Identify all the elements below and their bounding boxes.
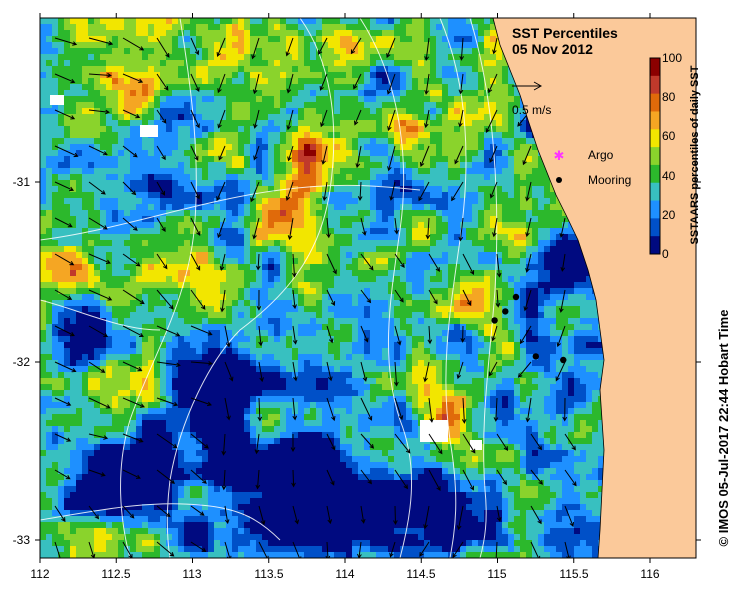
y-tick-label: -31 bbox=[13, 175, 31, 189]
vector-scale: 0.5 m/s bbox=[512, 81, 551, 117]
colorbar-tick-label: 20 bbox=[662, 208, 676, 222]
x-tick-label: 112 bbox=[30, 567, 49, 581]
mooring-point bbox=[532, 353, 540, 360]
colorbar-segment bbox=[650, 147, 660, 166]
mooring-point bbox=[512, 293, 520, 301]
x-tick-label: 114 bbox=[335, 567, 354, 581]
colorbar-segment bbox=[650, 111, 660, 130]
x-tick-label: 114.5 bbox=[406, 567, 435, 581]
bathymetry-contours bbox=[40, 18, 498, 558]
colorbar-segment bbox=[650, 218, 660, 237]
colorbar-tick-label: 80 bbox=[662, 90, 676, 104]
mooring-marker-icon bbox=[556, 177, 562, 183]
colorbar-tick-label: 60 bbox=[662, 129, 676, 143]
x-tick-label: 112.5 bbox=[101, 567, 130, 581]
colorbar-segment bbox=[650, 129, 660, 148]
colorbar-segment bbox=[650, 236, 660, 255]
mooring-point bbox=[491, 317, 498, 324]
x-tick-label: 113.5 bbox=[254, 567, 283, 581]
land-mass bbox=[492, 17, 697, 559]
x-tick-label: 115.5 bbox=[559, 567, 588, 581]
mooring-markers bbox=[491, 293, 567, 364]
argo-legend-label: Argo bbox=[588, 148, 614, 162]
y-tick-label: -33 bbox=[13, 533, 31, 547]
plot-frame bbox=[39, 17, 697, 559]
colorbar-segment bbox=[650, 164, 660, 184]
colorbar-tick-label: 100 bbox=[662, 51, 682, 65]
y-tick-label: -32 bbox=[13, 355, 31, 369]
marker-legend: ✱ Argo Mooring bbox=[554, 148, 632, 187]
colorbar-tick-label: 0 bbox=[662, 247, 669, 261]
colorbar-segment bbox=[650, 200, 660, 219]
x-tick-label: 116 bbox=[640, 567, 659, 581]
current-vectors bbox=[54, 37, 577, 558]
vector-scale-label: 0.5 m/s bbox=[512, 103, 551, 117]
colorbar-segment bbox=[650, 58, 660, 77]
mooring-legend-label: Mooring bbox=[588, 173, 631, 187]
mooring-point bbox=[502, 308, 509, 315]
colorbar-frame bbox=[649, 57, 661, 255]
vector-scale-arrowhead-icon bbox=[533, 81, 543, 91]
x-tick-label: 115 bbox=[487, 567, 506, 581]
x-tick-label: 113 bbox=[182, 567, 201, 581]
colorbar-segment bbox=[650, 93, 660, 112]
imos-credit: © IMOS 05-Jul-2017 22:44 Hobart Time bbox=[716, 310, 731, 547]
y-axis bbox=[35, 181, 701, 541]
colorbar: 100 80 60 40 20 0 SSTAARS percentiles of… bbox=[649, 51, 701, 261]
argo-marker-icon: ✱ bbox=[554, 149, 565, 164]
colorbar-title: SSTAARS percentiles of daily SST bbox=[689, 65, 701, 244]
x-axis bbox=[39, 13, 651, 563]
mooring-point bbox=[560, 356, 567, 364]
map-date: 05 Nov 2012 bbox=[512, 41, 593, 57]
colorbar-tick-label: 40 bbox=[662, 169, 676, 183]
colorbar-segment bbox=[650, 75, 660, 95]
map-title: SST Percentiles bbox=[512, 25, 618, 41]
colorbar-segment bbox=[650, 182, 660, 202]
